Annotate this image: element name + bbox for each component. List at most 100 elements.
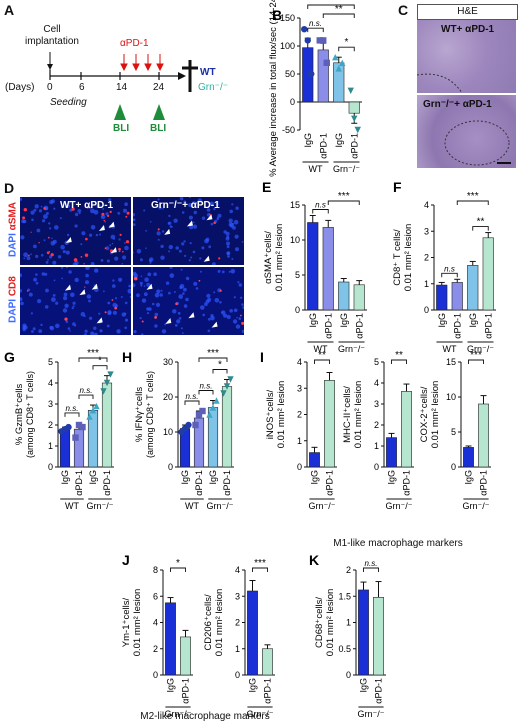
- sig-bracket: [64, 412, 80, 417]
- y-tick-label: 4: [297, 357, 302, 367]
- bar: [436, 284, 448, 311]
- nucleus-dot: [23, 325, 28, 330]
- nucleus-dot: [98, 312, 101, 315]
- nucleus-dot: [49, 227, 52, 230]
- nucleus-dot: [168, 214, 171, 218]
- x-tick-label: αPD-1: [194, 470, 204, 496]
- marker-dot: [122, 250, 124, 253]
- nucleus-dot: [133, 213, 136, 217]
- nucleus-dot: [133, 271, 137, 276]
- nucleus-dot: [177, 311, 181, 315]
- y-tick-label: 3: [297, 383, 302, 393]
- x-tick-label: αPD-1: [402, 470, 412, 496]
- nucleus-dot: [101, 215, 104, 218]
- wt-legend: WT: [200, 67, 216, 78]
- sig-label: *: [176, 558, 180, 569]
- x-tick-label: IgG: [88, 470, 98, 485]
- sig-bracket: [307, 4, 355, 9]
- sig-label: **: [477, 217, 485, 228]
- nucleus-dot: [204, 302, 208, 307]
- nucleus-dot: [96, 204, 101, 208]
- nucleus-dot: [99, 233, 101, 236]
- nucleus-dot: [122, 255, 127, 260]
- x-tick-label: αPD-1: [323, 313, 333, 339]
- panel-letter-B: B: [272, 7, 282, 23]
- nucleus-dot: [180, 268, 183, 271]
- y-tick-label: 2: [297, 410, 302, 420]
- nucleus-dot: [53, 207, 56, 210]
- nucleus-dot: [227, 255, 230, 258]
- marker-dot: [125, 215, 128, 218]
- nucleus-dot: [50, 199, 55, 204]
- nucleus-dot: [157, 238, 160, 241]
- data-point: [347, 87, 354, 94]
- x-tick-label: IgG: [308, 313, 318, 328]
- y-tick-label: 1: [424, 279, 429, 289]
- nucleus-dot: [184, 254, 187, 257]
- marker-dot: [83, 263, 85, 265]
- nucleus-dot: [158, 206, 162, 210]
- data-point: [301, 26, 308, 33]
- nucleus-dot: [226, 314, 231, 320]
- nucleus-dot: [201, 216, 206, 220]
- y-axis-label: 0.01 mm² lesion: [353, 381, 364, 449]
- tick-0-label: 0: [47, 82, 53, 93]
- nucleus-dot: [219, 301, 222, 304]
- nucleus-dot: [55, 301, 59, 305]
- nucleus-dot: [178, 294, 183, 299]
- group-label: Grn⁻/⁻: [462, 501, 489, 511]
- nucleus-dot: [45, 288, 49, 293]
- nucleus-dot: [168, 221, 172, 225]
- marker-dot: [104, 311, 107, 314]
- nucleus-dot: [235, 206, 239, 210]
- group-label: WT: [65, 501, 79, 511]
- chart-h: H 0 10 20 30 % IFNγ⁺cells (among CD8⁺ T cells)…: [122, 348, 234, 511]
- y-tick-label: 15: [446, 357, 456, 367]
- y-tick-label: 30: [163, 357, 173, 367]
- data-point: [86, 413, 93, 420]
- y-axis-label: 0.01 mm² lesion: [274, 224, 285, 292]
- nucleus-dot: [53, 279, 56, 282]
- fluor-texture: [20, 197, 130, 265]
- nucleus-dot: [133, 283, 136, 288]
- nucleus-dot: [188, 203, 193, 208]
- tick-14-label: 14: [116, 82, 128, 93]
- bar: [101, 382, 113, 468]
- nucleus-dot: [54, 225, 59, 230]
- nucleus-dot: [231, 203, 234, 206]
- nucleus-dot: [133, 218, 136, 222]
- nucleus-dot: [33, 277, 37, 282]
- nucleus-dot: [162, 208, 164, 210]
- nucleus-dot: [185, 297, 189, 302]
- marker-dot: [23, 208, 27, 212]
- data-point: [185, 421, 192, 429]
- sig-bracket: [327, 200, 360, 205]
- nucleus-dot: [210, 222, 214, 226]
- nucleus-dot: [157, 198, 160, 201]
- y-axis-label: 0.01 mm² lesion: [214, 589, 225, 657]
- nucleus-dot: [31, 218, 34, 222]
- y-tick-label: 0: [48, 462, 53, 472]
- nucleus-dot: [107, 301, 111, 305]
- group-label: Grn⁻/⁻: [164, 709, 191, 719]
- y-tick-label: 6: [153, 591, 158, 601]
- marker-dot: [157, 228, 160, 231]
- nucleus-dot: [41, 272, 45, 276]
- arrowhead-icon: [96, 317, 103, 324]
- he-image-wt: WT+ αPD-1: [417, 20, 516, 93]
- nucleus-dot: [228, 222, 233, 227]
- arrowhead-icon: [164, 228, 171, 235]
- nucleus-dot: [226, 235, 230, 239]
- chart-e: E 0 5 10 15 αSMA⁺cells/0.01 mm² lesion IgG αPD-…: [262, 179, 367, 354]
- nucleus-dot: [221, 270, 225, 274]
- y-tick-label: 150: [280, 13, 295, 23]
- nucleus-dot: [49, 255, 53, 259]
- bar: [165, 602, 176, 676]
- nucleus-dot: [232, 226, 236, 230]
- nucleus-dot: [121, 263, 124, 265]
- nucleus-dot: [124, 301, 128, 305]
- data-point: [220, 390, 227, 397]
- nucleus-dot: [178, 317, 182, 320]
- marker-dot: [198, 279, 201, 282]
- marker-dot: [38, 242, 40, 244]
